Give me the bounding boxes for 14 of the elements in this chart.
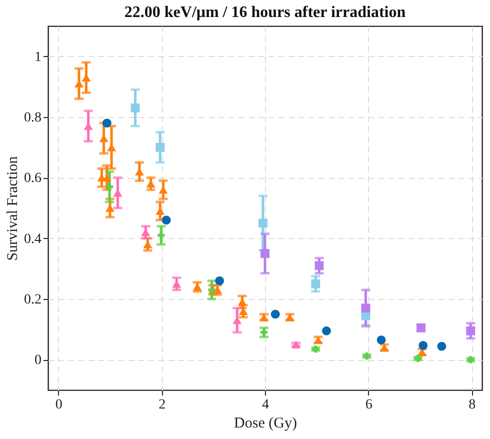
y-axis-title: Survival Fraction xyxy=(5,156,21,261)
y-tick-label: 0.6 xyxy=(24,171,42,186)
x-tick-label: 6 xyxy=(365,398,372,412)
x-tick-label: 8 xyxy=(468,398,476,412)
y-tick-label: 0.8 xyxy=(24,110,42,126)
x-axis-title: Dose (Gy) xyxy=(234,416,297,432)
y-tick-label: 0.2 xyxy=(24,292,42,308)
y-tick-label: 0 xyxy=(34,353,42,368)
chart-title: 22.00 keV/μm / 16 hours after irradiation xyxy=(124,4,406,21)
y-tick-label: 0.4 xyxy=(24,232,42,247)
x-tick-label: 4 xyxy=(262,398,269,412)
y-tick-label: 1 xyxy=(34,50,42,65)
x-tick-label: 2 xyxy=(158,398,166,412)
x-tick-label: 0 xyxy=(55,398,62,412)
